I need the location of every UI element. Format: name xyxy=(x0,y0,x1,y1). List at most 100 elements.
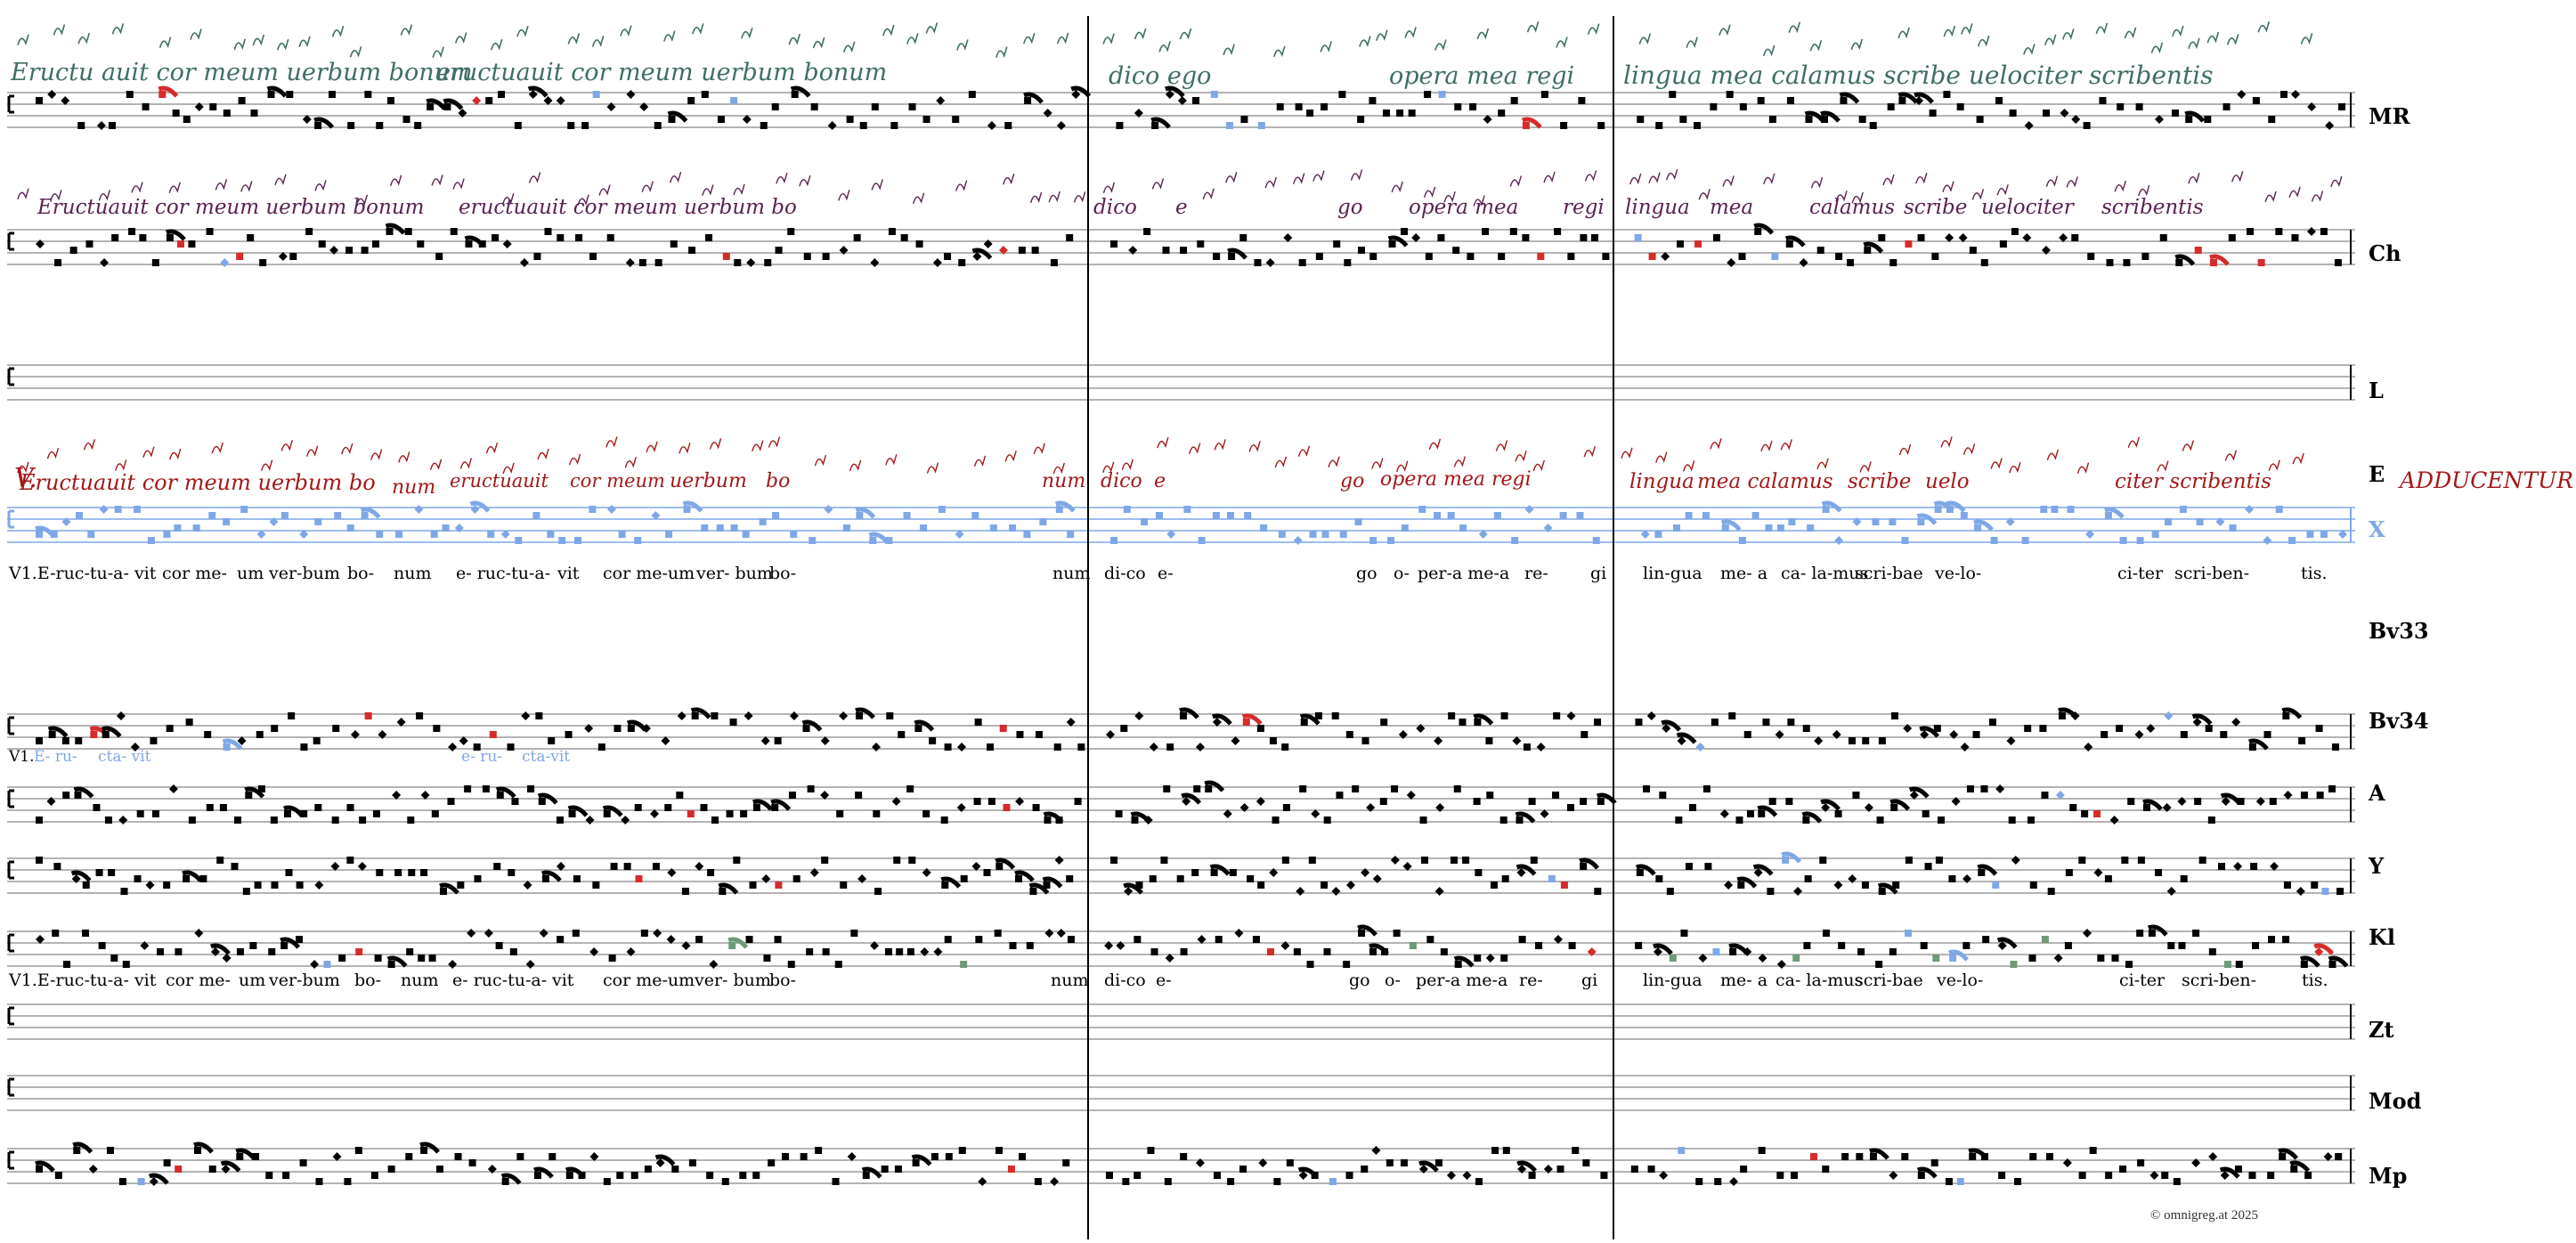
neume-sketch xyxy=(355,194,369,206)
neume-punctum xyxy=(1685,512,1693,519)
neume-punctum xyxy=(2194,798,2202,805)
neume-punctum xyxy=(1590,234,1598,241)
neume-sketch xyxy=(2045,175,2059,187)
neume-punctum xyxy=(436,1166,444,1173)
neume-clivis xyxy=(2247,738,2269,751)
neume-punctum xyxy=(2194,247,2202,254)
lyric-syllable: vit xyxy=(552,971,574,990)
neume-punctum xyxy=(323,961,331,968)
neume-punctum xyxy=(1272,816,1280,824)
neume-punctum xyxy=(716,524,724,532)
neume-punctum xyxy=(1841,1153,1849,1160)
lyric-syllable: per-a me-a xyxy=(1418,564,1510,583)
neume-rhombus xyxy=(1517,1165,1527,1174)
neume-punctum xyxy=(623,863,631,870)
neume-sketch xyxy=(2150,42,2164,54)
lyric-syllable: scri-bae xyxy=(1855,564,1923,583)
neume-punctum xyxy=(314,122,322,129)
neume-clivis xyxy=(2209,254,2230,266)
neume-punctum xyxy=(376,531,384,538)
neume-punctum xyxy=(63,961,71,968)
neume-clivis xyxy=(2174,254,2196,266)
neume-rhombus xyxy=(2085,530,2095,539)
neume-rhombus xyxy=(2006,736,2016,745)
neume-punctum xyxy=(687,810,695,817)
lyric-syllable: tis. xyxy=(2301,564,2328,583)
neume-clivis xyxy=(1596,792,1617,805)
label-bv34: Bv34 xyxy=(2369,708,2429,734)
neume-punctum xyxy=(2267,936,2275,943)
neume-punctum xyxy=(2137,1159,2145,1166)
lyric-syllable: scri-ben- xyxy=(2182,971,2257,990)
neume-sketch xyxy=(1121,459,1134,470)
neume-sketch xyxy=(591,36,605,47)
neume-punctum xyxy=(1655,875,1663,882)
neume-punctum xyxy=(740,810,748,817)
neume-sketch xyxy=(1371,458,1384,469)
neume-sketch xyxy=(2095,22,2109,35)
neume-punctum xyxy=(1357,247,1365,254)
neume-punctum xyxy=(1105,1172,1113,1179)
neume-punctum xyxy=(1535,942,1543,949)
neume-clivis xyxy=(1820,110,1841,123)
neume-punctum xyxy=(1943,91,1951,98)
e-text-17: citer scribentis xyxy=(2115,470,2271,493)
neume-clivis xyxy=(727,937,749,949)
neume-punctum xyxy=(952,116,960,123)
neume-sketch xyxy=(280,440,293,451)
neume-punctum xyxy=(1143,228,1151,235)
lyric-syllable: num xyxy=(1052,564,1091,583)
neume-punctum xyxy=(1156,512,1164,519)
neume-punctum xyxy=(2311,881,2319,889)
neume-sketch xyxy=(1897,27,1910,39)
neume-rhombus xyxy=(1543,524,1553,532)
neume-punctum xyxy=(1905,857,1913,864)
neume-punctum xyxy=(386,97,394,104)
neume-clivis xyxy=(35,1160,55,1173)
neume-sketch xyxy=(1102,461,1115,474)
neume-clivis xyxy=(1977,864,1998,876)
neume-sketch xyxy=(1996,184,2009,196)
neume-punctum xyxy=(1905,240,1913,248)
neume-punctum xyxy=(2039,725,2047,732)
neume-punctum xyxy=(288,712,296,719)
neume-clivis xyxy=(527,85,549,98)
neume-sketch xyxy=(502,193,515,205)
neume-punctum xyxy=(2282,936,2290,943)
neume-clivis xyxy=(801,719,823,732)
neume-punctum xyxy=(688,1159,696,1166)
neume-punctum xyxy=(183,875,191,882)
neume-punctum xyxy=(188,240,196,248)
neume-rhombus xyxy=(523,881,532,890)
neume-punctum xyxy=(640,930,648,937)
neume-sketch xyxy=(1686,37,1698,48)
neume-sketch xyxy=(331,26,345,37)
section-barlines xyxy=(1087,16,1614,1239)
neume-punctum xyxy=(163,531,171,538)
lyric-syllable: bo- xyxy=(769,564,797,583)
neume-punctum xyxy=(578,1172,586,1179)
neume-punctum xyxy=(568,810,576,817)
neume-punctum xyxy=(1679,116,1687,123)
neume-punctum xyxy=(1490,881,1498,889)
neume-punctum xyxy=(2154,869,2162,876)
ch-text-5: go xyxy=(1337,196,1363,219)
neume-sketch xyxy=(733,183,745,196)
neume-punctum xyxy=(1391,785,1399,792)
neume-punctum xyxy=(782,1153,790,1160)
neume-rhombus xyxy=(1446,1171,1456,1180)
neume-rhombus xyxy=(681,941,691,950)
neume-punctum xyxy=(792,875,800,882)
neume-punctum xyxy=(915,240,923,248)
neume-rhombus xyxy=(2084,743,2093,751)
neume-punctum xyxy=(2136,537,2144,544)
neume-punctum xyxy=(2208,948,2216,955)
neume-clivis xyxy=(995,857,1016,870)
neume-rhombus xyxy=(1776,960,1786,969)
neume-punctum xyxy=(995,1147,1004,1154)
neume-sketch xyxy=(871,179,883,191)
neume-rhombus xyxy=(1124,887,1134,896)
neume-clivis xyxy=(1211,713,1232,726)
neume-punctum xyxy=(406,948,414,955)
neume-punctum xyxy=(176,240,184,248)
